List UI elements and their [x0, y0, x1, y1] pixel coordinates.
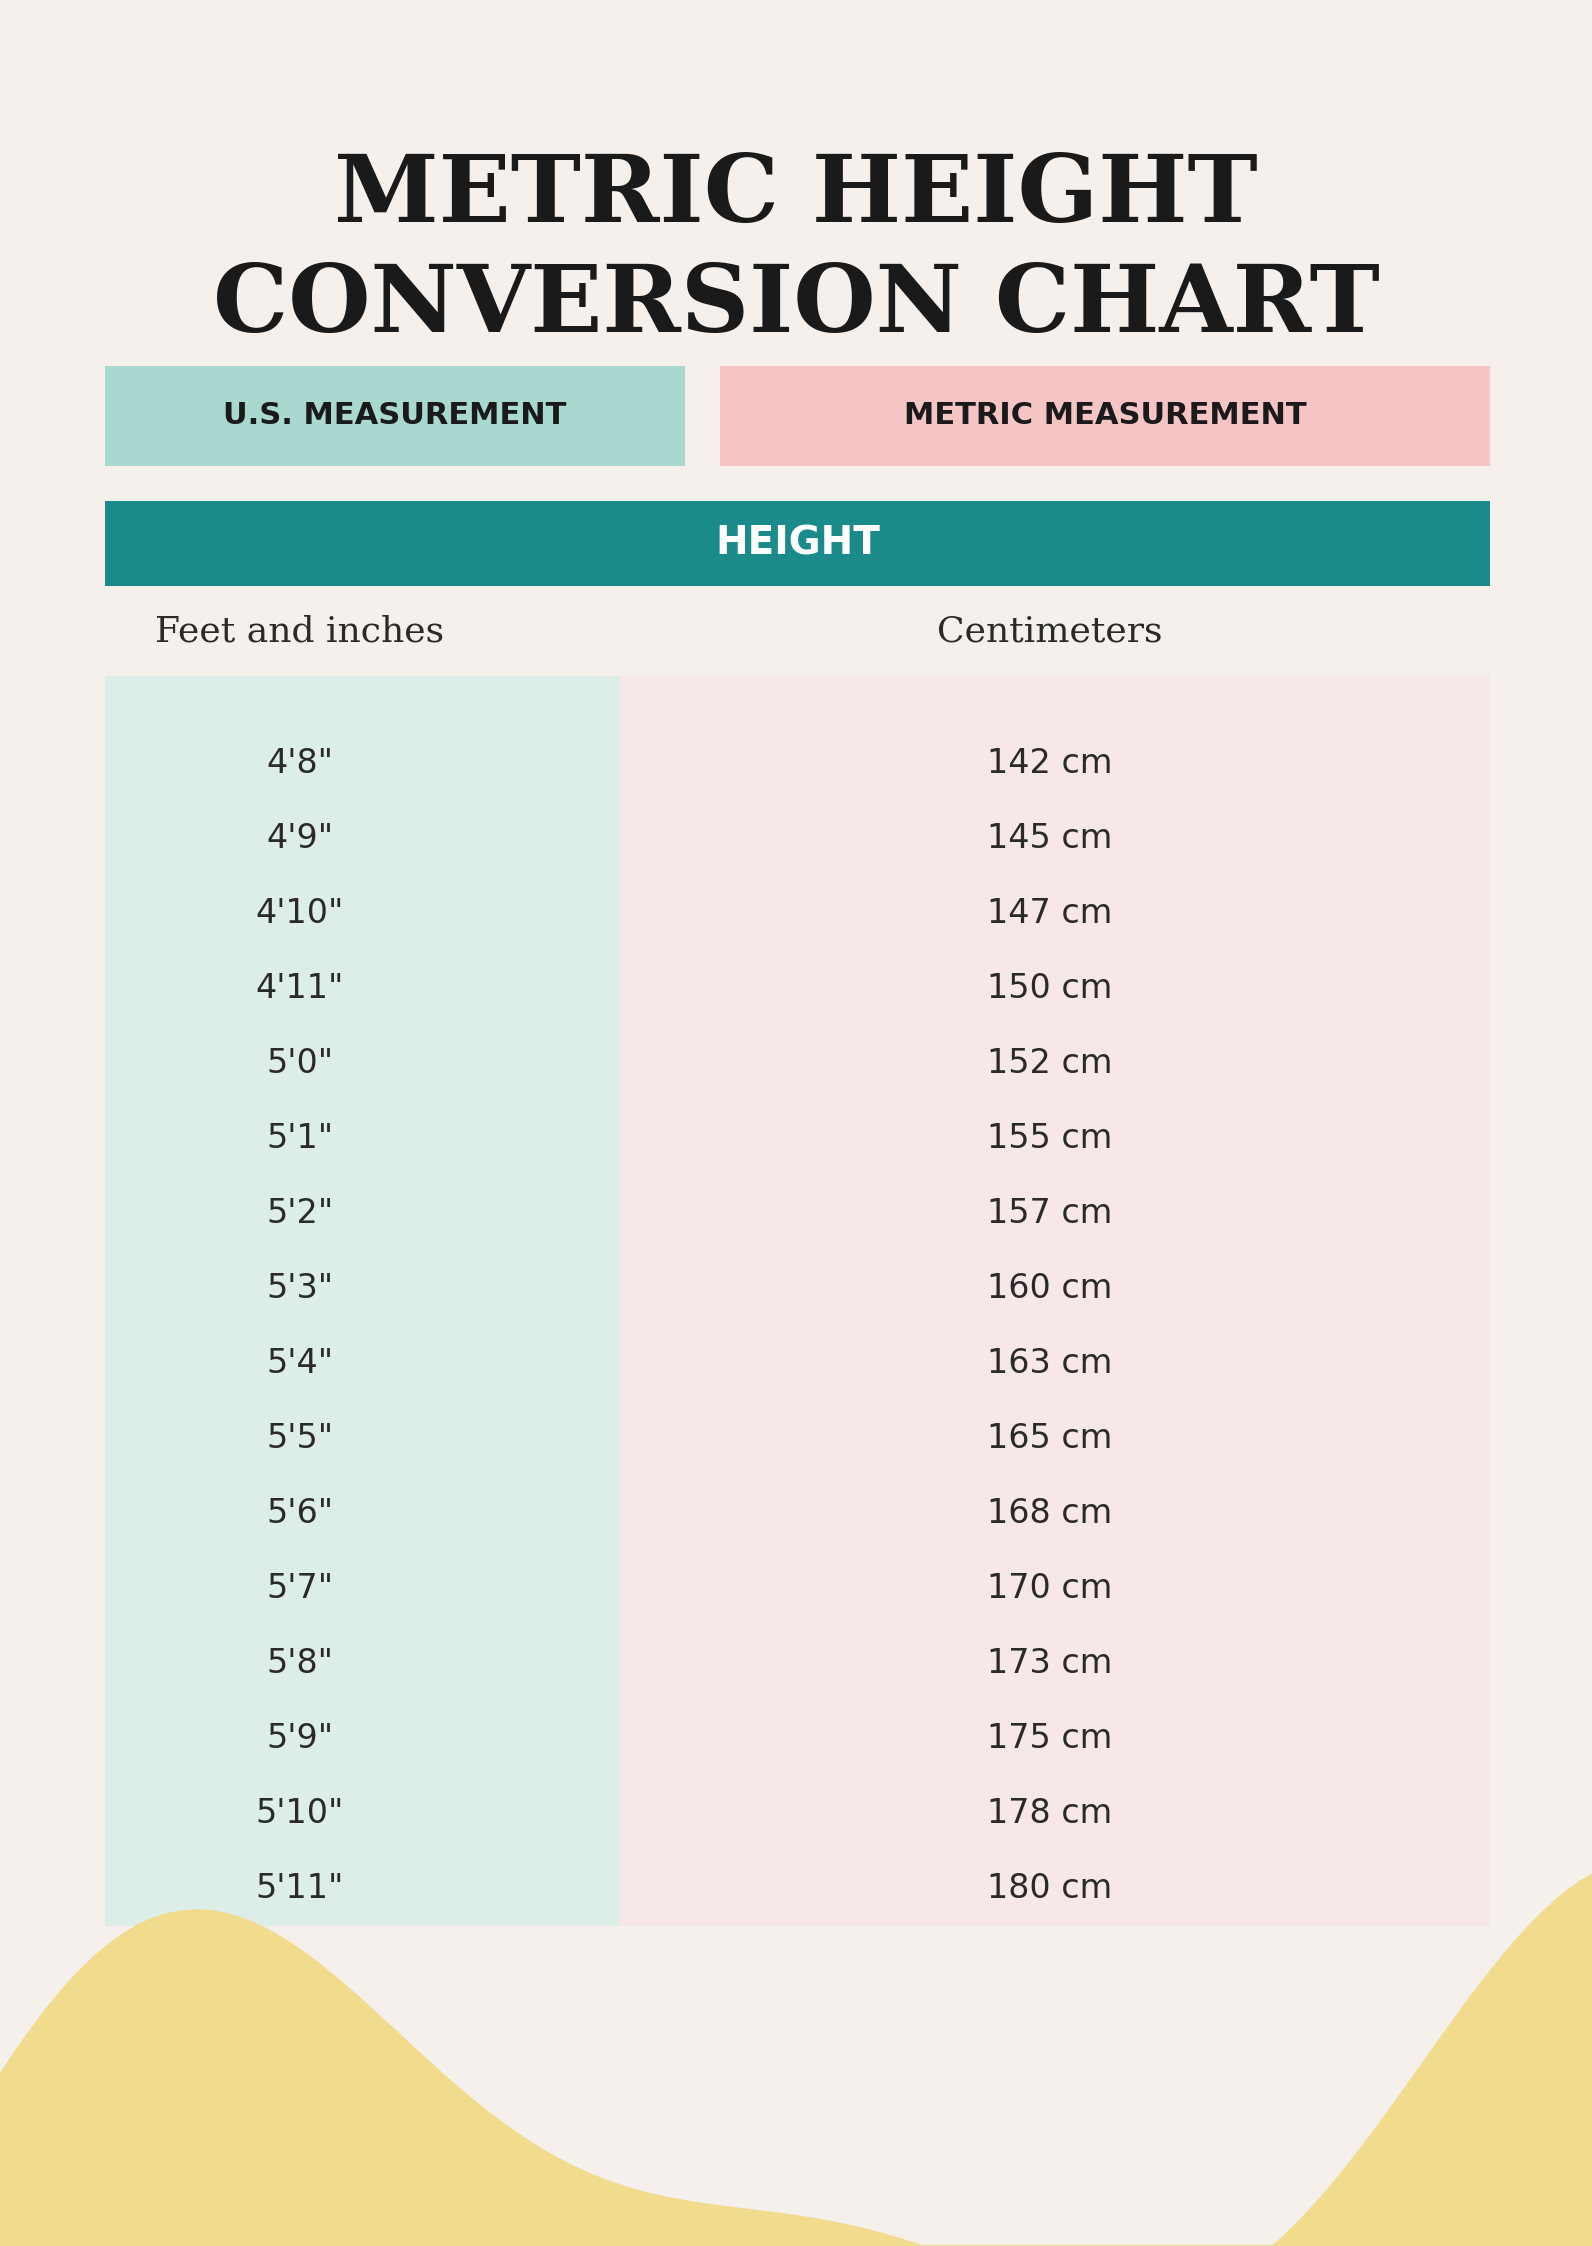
Text: 4'8": 4'8" [266, 748, 333, 779]
Text: 165 cm: 165 cm [987, 1422, 1113, 1455]
Text: Centimeters: Centimeters [938, 613, 1162, 649]
Text: 5'1": 5'1" [266, 1123, 334, 1154]
Text: METRIC HEIGHT: METRIC HEIGHT [334, 150, 1258, 240]
Text: 5'5": 5'5" [266, 1422, 334, 1455]
FancyBboxPatch shape [619, 676, 1490, 1927]
Text: 4'11": 4'11" [256, 973, 344, 1004]
Text: 5'9": 5'9" [266, 1723, 334, 1754]
Text: CONVERSION CHART: CONVERSION CHART [213, 261, 1379, 350]
FancyBboxPatch shape [105, 676, 619, 1927]
FancyBboxPatch shape [105, 501, 1490, 586]
Text: 142 cm: 142 cm [987, 748, 1113, 779]
Text: 178 cm: 178 cm [987, 1797, 1113, 1830]
Text: 175 cm: 175 cm [987, 1723, 1113, 1754]
Text: 5'6": 5'6" [266, 1498, 334, 1530]
Text: 157 cm: 157 cm [987, 1197, 1113, 1231]
Text: 5'3": 5'3" [266, 1271, 334, 1305]
Text: 4'10": 4'10" [256, 896, 344, 930]
Text: 145 cm: 145 cm [987, 822, 1113, 856]
FancyBboxPatch shape [720, 366, 1490, 465]
Text: 5'4": 5'4" [266, 1348, 334, 1379]
Text: HEIGHT: HEIGHT [715, 526, 880, 562]
Text: 5'2": 5'2" [266, 1197, 334, 1231]
FancyBboxPatch shape [105, 366, 685, 465]
Text: 5'11": 5'11" [256, 1871, 344, 1905]
Text: 5'7": 5'7" [266, 1572, 334, 1606]
Polygon shape [0, 1873, 1592, 2246]
Text: 170 cm: 170 cm [987, 1572, 1113, 1606]
Text: U.S. MEASUREMENT: U.S. MEASUREMENT [223, 402, 567, 431]
Text: 5'0": 5'0" [266, 1047, 334, 1080]
Text: 150 cm: 150 cm [987, 973, 1113, 1004]
Text: Feet and inches: Feet and inches [156, 613, 444, 649]
Text: 5'10": 5'10" [256, 1797, 344, 1830]
Text: 180 cm: 180 cm [987, 1871, 1113, 1905]
Text: 5'8": 5'8" [266, 1646, 333, 1680]
Text: 155 cm: 155 cm [987, 1123, 1113, 1154]
Text: 147 cm: 147 cm [987, 896, 1113, 930]
Text: 168 cm: 168 cm [987, 1498, 1113, 1530]
Text: METRIC MEASUREMENT: METRIC MEASUREMENT [904, 402, 1307, 431]
Text: 152 cm: 152 cm [987, 1047, 1113, 1080]
Text: 173 cm: 173 cm [987, 1646, 1113, 1680]
Text: 4'9": 4'9" [266, 822, 334, 856]
Text: 160 cm: 160 cm [987, 1271, 1113, 1305]
Text: 163 cm: 163 cm [987, 1348, 1113, 1379]
